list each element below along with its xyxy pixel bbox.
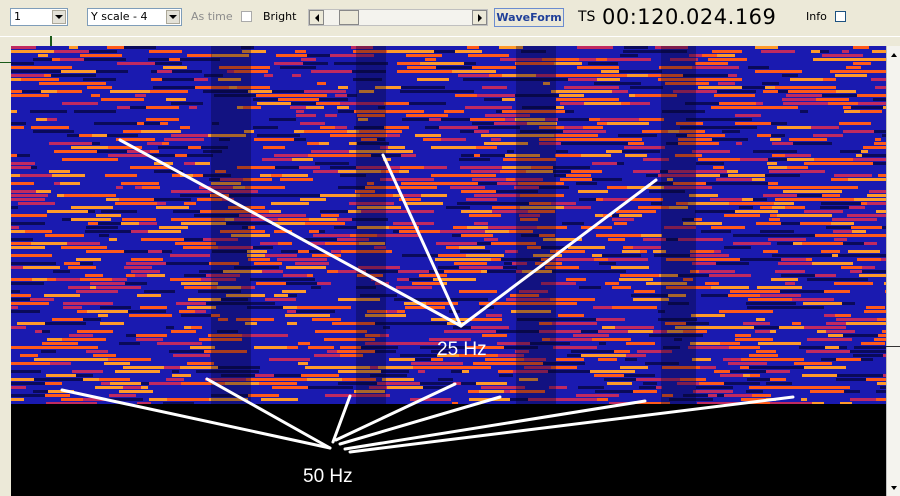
left-marker (0, 62, 11, 63)
channel-select-value: 1 (14, 10, 21, 23)
chevron-down-icon[interactable] (52, 10, 66, 24)
timeline-ruler (0, 36, 900, 47)
chevron-left-icon[interactable] (309, 10, 324, 25)
as-time-label: As time (191, 10, 233, 23)
info-label: Info (806, 10, 827, 23)
right-marker (886, 346, 900, 347)
y-scale-select[interactable]: Y scale - 4 (87, 8, 182, 26)
timestamp-value: 00:120.024.169 (602, 5, 777, 29)
label-50hz: 50 Hz (303, 466, 353, 487)
lower-pane (11, 404, 886, 496)
ts-label: TS (578, 9, 596, 25)
brightness-slider[interactable] (308, 9, 488, 26)
toolbar: 1 Y scale - 4 As time Bright WaveForm TS… (0, 0, 900, 36)
vertical-scrollbar[interactable] (886, 46, 900, 496)
timeline-marker (50, 36, 52, 46)
bright-label: Bright (263, 10, 297, 23)
y-scale-select-value: Y scale - 4 (91, 10, 148, 23)
as-time-checkbox[interactable] (241, 11, 252, 22)
chevron-up-icon[interactable] (887, 48, 900, 61)
chevron-right-icon[interactable] (472, 10, 487, 25)
chevron-down-icon[interactable] (166, 10, 180, 24)
slider-thumb[interactable] (339, 10, 359, 25)
waveform-button[interactable]: WaveForm (494, 8, 564, 27)
chevron-down-icon[interactable] (887, 481, 900, 494)
channel-select[interactable]: 1 (10, 8, 68, 26)
label-25hz: 25 Hz (437, 339, 487, 360)
info-checkbox[interactable] (835, 11, 846, 22)
